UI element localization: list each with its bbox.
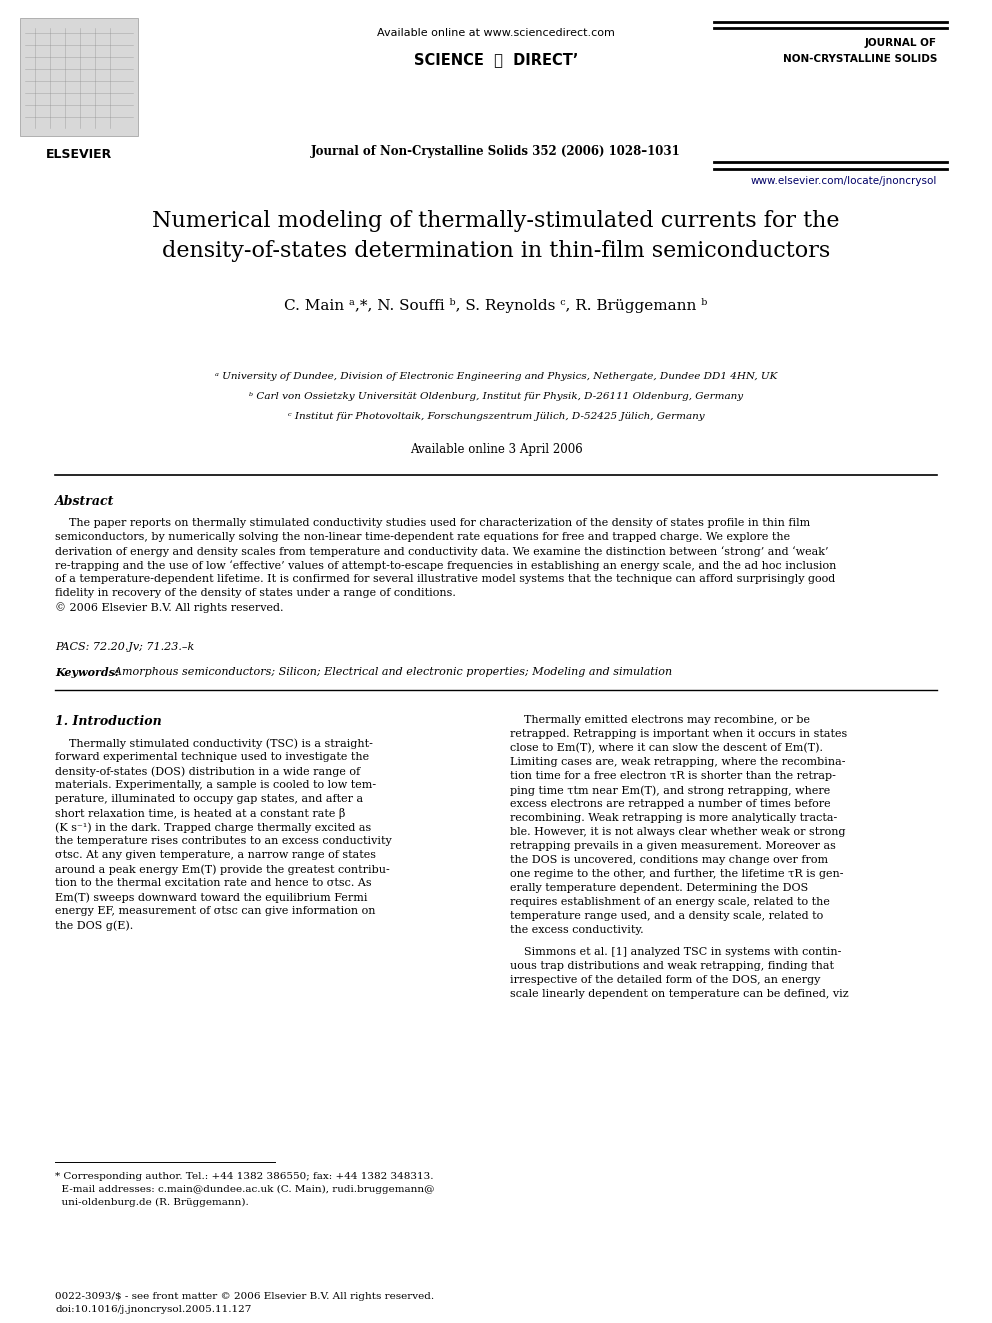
- Text: E-mail addresses: c.main@dundee.ac.uk (C. Main), rudi.bruggemann@: E-mail addresses: c.main@dundee.ac.uk (C…: [55, 1185, 434, 1195]
- Text: Thermally emitted electrons may recombine, or be: Thermally emitted electrons may recombin…: [510, 714, 810, 725]
- Text: σtsc. At any given temperature, a narrow range of states: σtsc. At any given temperature, a narrow…: [55, 849, 376, 860]
- Text: uni-oldenburg.de (R. Brüggemann).: uni-oldenburg.de (R. Brüggemann).: [55, 1199, 249, 1207]
- Text: Thermally stimulated conductivity (TSC) is a straight-: Thermally stimulated conductivity (TSC) …: [55, 738, 373, 749]
- Text: the temperature rises contributes to an excess conductivity: the temperature rises contributes to an …: [55, 836, 392, 845]
- Text: Limiting cases are, weak retrapping, where the recombina-: Limiting cases are, weak retrapping, whe…: [510, 757, 845, 767]
- Text: ᵃ University of Dundee, Division of Electronic Engineering and Physics, Netherga: ᵃ University of Dundee, Division of Elec…: [215, 372, 777, 381]
- Text: 0022-3093/$ - see front matter © 2006 Elsevier B.V. All rights reserved.: 0022-3093/$ - see front matter © 2006 El…: [55, 1293, 434, 1301]
- Text: the DOS g(E).: the DOS g(E).: [55, 919, 133, 930]
- Text: short relaxation time, is heated at a constant rate β: short relaxation time, is heated at a co…: [55, 808, 345, 819]
- Text: retrapped. Retrapping is important when it occurs in states: retrapped. Retrapping is important when …: [510, 729, 847, 740]
- Text: ᵇ Carl von Ossietzky Universität Oldenburg, Institut für Physik, D-26111 Oldenbu: ᵇ Carl von Ossietzky Universität Oldenbu…: [249, 392, 743, 401]
- Text: energy EF, measurement of σtsc can give information on: energy EF, measurement of σtsc can give …: [55, 906, 376, 916]
- Text: materials. Experimentally, a sample is cooled to low tem-: materials. Experimentally, a sample is c…: [55, 781, 376, 790]
- Text: tion time for a free electron τR is shorter than the retrap-: tion time for a free electron τR is shor…: [510, 771, 836, 781]
- Text: retrapping prevails in a given measurement. Moreover as: retrapping prevails in a given measureme…: [510, 841, 836, 851]
- Text: C. Main ᵃ,*, N. Souffi ᵇ, S. Reynolds ᶜ, R. Brüggemann ᵇ: C. Main ᵃ,*, N. Souffi ᵇ, S. Reynolds ᶜ,…: [285, 298, 707, 314]
- Text: re-trapping and the use of low ‘effective’ values of attempt-to-escape frequenci: re-trapping and the use of low ‘effectiv…: [55, 560, 836, 570]
- Text: Available online at www.sciencedirect.com: Available online at www.sciencedirect.co…: [377, 28, 615, 38]
- Text: requires establishment of an energy scale, related to the: requires establishment of an energy scal…: [510, 897, 830, 908]
- Text: Em(T) sweeps downward toward the equilibrium Fermi: Em(T) sweeps downward toward the equilib…: [55, 892, 367, 902]
- Text: around a peak energy Em(T) provide the greatest contribu-: around a peak energy Em(T) provide the g…: [55, 864, 390, 875]
- Text: PACS: 72.20.Jv; 71.23.–k: PACS: 72.20.Jv; 71.23.–k: [55, 642, 194, 652]
- Text: erally temperature dependent. Determining the DOS: erally temperature dependent. Determinin…: [510, 882, 808, 893]
- Text: Journal of Non-Crystalline Solids 352 (2006) 1028–1031: Journal of Non-Crystalline Solids 352 (2…: [311, 146, 681, 157]
- Text: the DOS is uncovered, conditions may change over from: the DOS is uncovered, conditions may cha…: [510, 855, 828, 865]
- Text: excess electrons are retrapped a number of times before: excess electrons are retrapped a number …: [510, 799, 830, 808]
- Text: semiconductors, by numerically solving the non-linear time-dependent rate equati: semiconductors, by numerically solving t…: [55, 532, 790, 542]
- Text: JOURNAL OF: JOURNAL OF: [865, 38, 937, 48]
- Text: recombining. Weak retrapping is more analytically tracta-: recombining. Weak retrapping is more ana…: [510, 814, 837, 823]
- Text: Abstract: Abstract: [55, 495, 114, 508]
- Text: (K s⁻¹) in the dark. Trapped charge thermally excited as: (K s⁻¹) in the dark. Trapped charge ther…: [55, 822, 371, 832]
- Text: Available online 3 April 2006: Available online 3 April 2006: [410, 443, 582, 456]
- Text: density-of-states (DOS) distribution in a wide range of: density-of-states (DOS) distribution in …: [55, 766, 360, 777]
- Text: scale linearly dependent on temperature can be defined, viz: scale linearly dependent on temperature …: [510, 990, 848, 999]
- Text: forward experimental technique used to investigate the: forward experimental technique used to i…: [55, 751, 369, 762]
- Text: perature, illuminated to occupy gap states, and after a: perature, illuminated to occupy gap stat…: [55, 794, 363, 804]
- Text: doi:10.1016/j.jnoncrysol.2005.11.127: doi:10.1016/j.jnoncrysol.2005.11.127: [55, 1304, 251, 1314]
- Text: fidelity in recovery of the density of states under a range of conditions.: fidelity in recovery of the density of s…: [55, 587, 456, 598]
- Text: * Corresponding author. Tel.: +44 1382 386550; fax: +44 1382 348313.: * Corresponding author. Tel.: +44 1382 3…: [55, 1172, 434, 1181]
- Text: tion to the thermal excitation rate and hence to σtsc. As: tion to the thermal excitation rate and …: [55, 878, 372, 888]
- Text: 1. Introduction: 1. Introduction: [55, 714, 162, 728]
- Text: one regime to the other, and further, the lifetime τR is gen-: one regime to the other, and further, th…: [510, 869, 843, 878]
- Text: © 2006 Elsevier B.V. All rights reserved.: © 2006 Elsevier B.V. All rights reserved…: [55, 602, 284, 613]
- FancyBboxPatch shape: [20, 19, 138, 136]
- Text: Simmons et al. [1] analyzed TSC in systems with contin-: Simmons et al. [1] analyzed TSC in syste…: [510, 947, 841, 957]
- Text: www.elsevier.com/locate/jnoncrysol: www.elsevier.com/locate/jnoncrysol: [751, 176, 937, 187]
- Text: SCIENCE  ⓓ  DIRECTʼ: SCIENCE ⓓ DIRECTʼ: [414, 52, 578, 67]
- Text: NON-CRYSTALLINE SOLIDS: NON-CRYSTALLINE SOLIDS: [783, 54, 937, 64]
- Text: of a temperature-dependent lifetime. It is confirmed for several illustrative mo: of a temperature-dependent lifetime. It …: [55, 574, 835, 583]
- Text: ble. However, it is not always clear whether weak or strong: ble. However, it is not always clear whe…: [510, 827, 845, 837]
- Text: ELSEVIER: ELSEVIER: [46, 148, 112, 161]
- Text: derivation of energy and density scales from temperature and conductivity data. : derivation of energy and density scales …: [55, 546, 828, 557]
- Text: Numerical modeling of thermally-stimulated currents for the: Numerical modeling of thermally-stimulat…: [152, 210, 840, 232]
- Text: The paper reports on thermally stimulated conductivity studies used for characte: The paper reports on thermally stimulate…: [55, 519, 810, 528]
- Text: the excess conductivity.: the excess conductivity.: [510, 925, 644, 935]
- Text: close to Em(T), where it can slow the descent of Em(T).: close to Em(T), where it can slow the de…: [510, 744, 823, 753]
- Text: Keywords:: Keywords:: [55, 667, 119, 677]
- Text: ᶜ Institut für Photovoltaik, Forschungszentrum Jülich, D-52425 Jülich, Germany: ᶜ Institut für Photovoltaik, Forschungsz…: [288, 411, 704, 421]
- Text: temperature range used, and a density scale, related to: temperature range used, and a density sc…: [510, 912, 823, 921]
- Text: irrespective of the detailed form of the DOS, an energy: irrespective of the detailed form of the…: [510, 975, 820, 986]
- Text: uous trap distributions and weak retrapping, finding that: uous trap distributions and weak retrapp…: [510, 960, 834, 971]
- Text: density-of-states determination in thin-film semiconductors: density-of-states determination in thin-…: [162, 239, 830, 262]
- Text: ping time τtm near Em(T), and strong retrapping, where: ping time τtm near Em(T), and strong ret…: [510, 785, 830, 795]
- Text: Amorphous semiconductors; Silicon; Electrical and electronic properties; Modelin: Amorphous semiconductors; Silicon; Elect…: [107, 667, 673, 677]
